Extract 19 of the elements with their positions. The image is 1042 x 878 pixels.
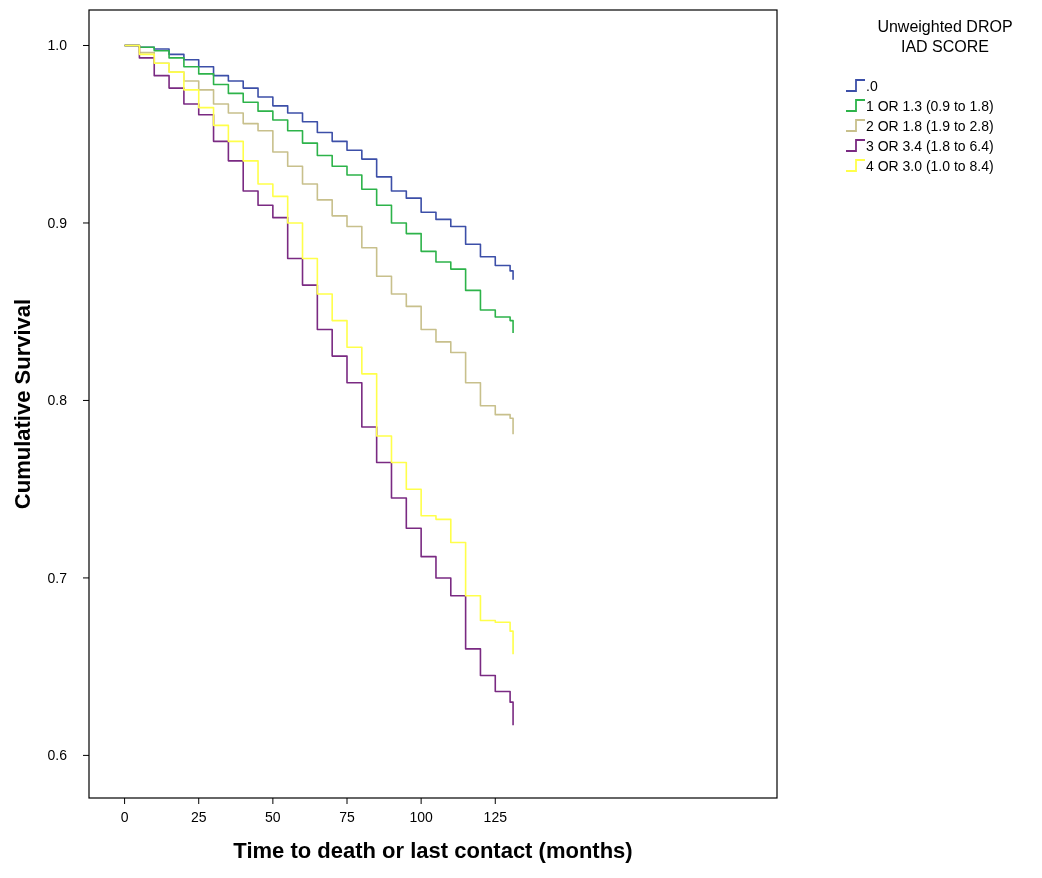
x-axis-title: Time to death or last contact (months) (233, 838, 633, 863)
y-tick-label: 0.9 (47, 214, 68, 231)
x-tick-label: 25 (190, 809, 207, 825)
x-tick-label: 75 (339, 809, 355, 825)
x-tick-label: 100 (409, 809, 434, 825)
legend-label: 2 OR 1.8 (1.9 to 2.8) (866, 118, 994, 134)
legend-label: 1 OR 1.3 (0.9 to 1.8) (866, 98, 994, 114)
y-tick-label: 0.6 (47, 747, 68, 764)
y-tick-label: 1.0 (47, 37, 68, 54)
x-tick-label: 0 (120, 809, 129, 825)
x-tick-label: 125 (483, 809, 508, 825)
legend-label: 4 OR 3.0 (1.0 to 8.4) (866, 158, 994, 174)
legend-label: 3 OR 3.4 (1.8 to 6.4) (866, 138, 994, 154)
legend-label: .0 (866, 78, 878, 94)
x-tick-label: 50 (265, 809, 281, 825)
y-axis-title: Cumulative Survival (10, 298, 35, 510)
y-tick-label: 0.8 (47, 392, 68, 409)
y-tick-label: 0.7 (47, 569, 68, 586)
legend-title: Unweighted DROP IAD SCORE (877, 18, 1013, 55)
